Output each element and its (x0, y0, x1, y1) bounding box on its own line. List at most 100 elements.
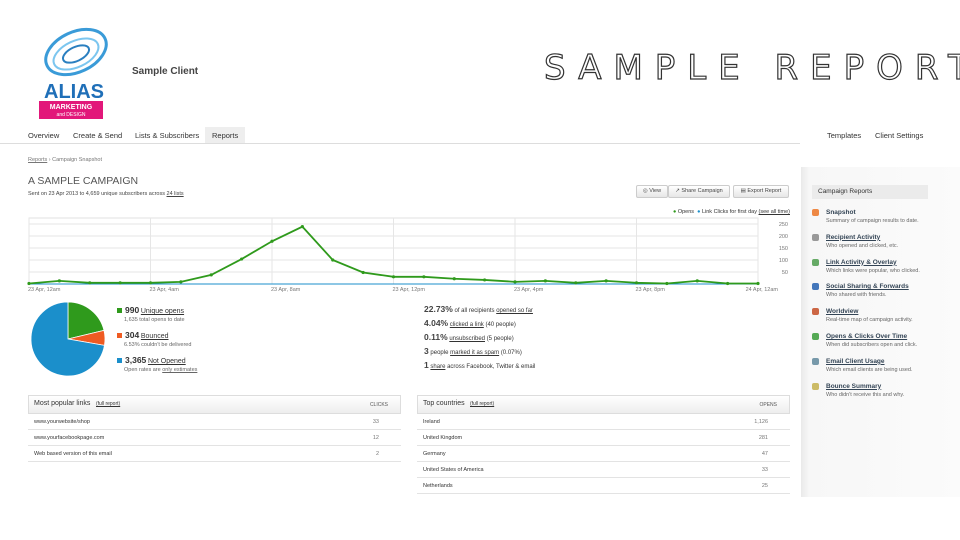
legend-label[interactable]: Bounced (140, 333, 169, 340)
point (179, 280, 183, 284)
stat-row: 0.11% unsubscribed (5 people) (424, 332, 535, 346)
sidebar-icon (812, 258, 819, 266)
stat-value: 22.73% (424, 304, 453, 314)
button-label: Share Campaign (681, 188, 723, 194)
legend-note: Open rates are only estimates (124, 367, 197, 373)
sidebar-item-desc: Who didn't receive this and why. (826, 391, 905, 398)
sent-text: Sent on 23 Apr 2013 to 4,659 unique subs… (28, 191, 165, 197)
point (300, 225, 304, 229)
point (422, 275, 426, 279)
point (543, 279, 547, 283)
table: Top countries (full report) OPENS Ireland 1,… (417, 395, 790, 494)
point (361, 270, 365, 275)
stat-pre: people (430, 350, 449, 356)
nav-item[interactable]: Lists & Subscribers (135, 131, 200, 140)
point (634, 281, 639, 285)
logo: ALIAS MARKETING and DESIGN (39, 27, 108, 119)
note-link[interactable]: only estimates (162, 367, 198, 373)
legend-swatch: ● (672, 209, 677, 215)
stat-row: 22.73% of all recipients opened so far (424, 304, 535, 318)
stat-link[interactable]: unsubscribed (449, 336, 486, 342)
sidebar-item-title: Social Sharing & Forwards (826, 283, 909, 291)
sidebar-item-desc: Real-time map of campaign activity. (826, 317, 913, 324)
column-header: OPENS (759, 402, 777, 408)
pie-chart (30, 301, 106, 377)
point (57, 279, 61, 283)
legend-label[interactable]: Unique opens (140, 308, 185, 315)
point (118, 281, 122, 285)
point (695, 279, 699, 283)
sidebar-icon (812, 357, 819, 365)
x-tick-label: 24 Apr, 12am (746, 287, 779, 293)
stat-row: 1 share across Facebook, Twitter & email (424, 360, 535, 374)
legend-note: 1,635 total opens to date (124, 317, 185, 323)
note-text: Open rates are (124, 367, 161, 373)
nav-item[interactable]: Reports (212, 131, 239, 140)
sidebar-item-title: Link Activity & Overlay (826, 258, 897, 266)
point (209, 273, 213, 277)
cell: www.yourfacebookpage.com (34, 435, 105, 441)
pie-legend-item: 3,365 Not Opened Open rates are only esti… (117, 355, 197, 373)
pie-slice (30, 301, 105, 377)
stat-post: (5 people) (486, 336, 514, 342)
stat-pre: of all recipients (454, 308, 495, 314)
sidebar-icon (812, 382, 819, 390)
pie-slice (67, 301, 105, 340)
column-header: CLICKS (369, 402, 388, 408)
point (240, 257, 244, 261)
stat-value: 4.04% (424, 318, 449, 328)
y-tick-label: 150 (779, 246, 788, 252)
chart-legend: ● Opens ● Link Clicks for first day (see… (673, 209, 790, 215)
sidebar-item-desc: Who opened and clicked, etc. (826, 242, 899, 249)
button[interactable]: ↗ Share Campaign (668, 185, 730, 198)
stats: 22.73% of all recipients opened so far 4.… (424, 304, 535, 374)
cell: United States of America (423, 467, 484, 473)
cell: 2 (375, 451, 379, 457)
nav-item[interactable]: Create & Send (73, 131, 123, 140)
legend-link[interactable]: (see all time) (758, 209, 790, 215)
note-text: 6.53% couldn't be delivered (124, 342, 192, 348)
pie-legend-item: 990 Unique opens 1,635 total opens to dat… (117, 305, 185, 323)
table-header: Most popular links (full report) CLICKS (28, 395, 401, 414)
stat-link[interactable]: share (430, 364, 446, 370)
stat-link[interactable]: opened so far (496, 308, 533, 314)
breadcrumb-link[interactable]: Reports (28, 157, 48, 163)
button[interactable]: ◎ View (636, 185, 668, 198)
table-row: United Kingdom 281 (417, 430, 790, 446)
cell: 33 (761, 467, 768, 473)
table-link[interactable]: (full report) (470, 401, 495, 407)
legend-value: 304 (125, 330, 140, 340)
x-tick-label: 23 Apr, 4pm (514, 287, 544, 293)
table-link[interactable]: (full report) (96, 401, 121, 407)
campaign-sent: Sent on 23 Apr 2013 to 4,659 unique subs… (28, 191, 184, 197)
stat-link[interactable]: marked it as spam (450, 350, 500, 356)
nav-active (205, 127, 245, 143)
nav-item[interactable]: Templates (827, 131, 862, 140)
lists-link[interactable]: 24 lists (166, 191, 184, 197)
legend-note: 6.53% couldn't be delivered (124, 342, 191, 348)
x-tick-label: 23 Apr, 12am (28, 287, 61, 293)
sidebar-item-title: Email Client Usage (826, 357, 885, 365)
line-chart: 50 100 150 200 250 23 Apr, 12am 23 Apr, 4am 23 … (27, 217, 788, 293)
point (574, 281, 578, 285)
stat-link[interactable]: clicked a link (449, 322, 484, 328)
table-header: Top countries (full report) OPENS (417, 395, 790, 414)
x-tick-label: 23 Apr, 8pm (636, 287, 666, 293)
legend-swatch (117, 358, 122, 363)
legend-label[interactable]: Not Opened (147, 358, 186, 365)
pie-legend-item: 304 Bounced 6.53% couldn't be delivered (117, 330, 191, 348)
stat-row: 4.04% clicked a link (40 people) (424, 318, 535, 332)
cell: 1,126 (754, 419, 768, 425)
point (88, 281, 92, 285)
stat-row: 3 people marked it as spam (0.07%) (424, 346, 535, 360)
y-tick-label: 50 (782, 270, 788, 276)
legend-swatch (117, 333, 122, 338)
point (483, 278, 487, 282)
cell: Germany (423, 451, 446, 457)
nav-item[interactable]: Client Settings (875, 131, 924, 140)
table: Most popular links (full report) CLICKS www… (28, 395, 401, 462)
button[interactable]: ▤ Export Report (733, 185, 789, 198)
cell: 33 (372, 419, 379, 425)
nav-item[interactable]: Overview (28, 131, 60, 140)
